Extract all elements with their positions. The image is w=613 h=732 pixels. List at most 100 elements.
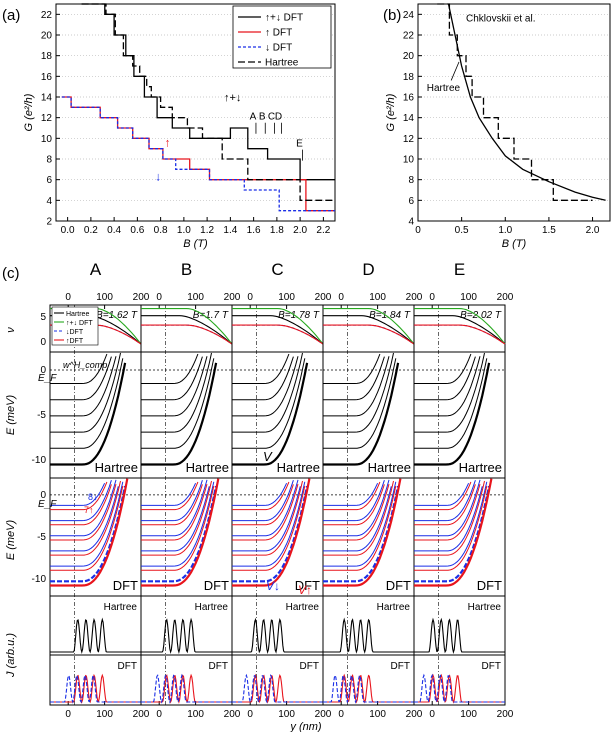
energy-level-0 <box>141 362 218 466</box>
energy-level-0 <box>232 478 311 587</box>
dft-current-label: DFT <box>482 661 501 672</box>
hartree-current-label: Hartree <box>468 602 502 613</box>
energy-tick-label: -10 <box>32 455 47 466</box>
annotation-down: ↓ <box>155 170 161 184</box>
hartree-current-label: Hartree <box>377 602 411 613</box>
column-B: B 0 100 200 0 100 200 B=1.7 T Hartree DFT Hartree D… <box>140 260 241 720</box>
energy-level-0 <box>232 485 309 583</box>
y-tick-label: 20 <box>403 51 415 62</box>
field-label: B=2.02 T <box>460 310 502 321</box>
current-curve <box>141 617 232 655</box>
current-axis-label: J (arb.u.) <box>5 633 17 678</box>
energy-level-1 <box>323 485 397 571</box>
dft-label: DFT <box>386 578 411 593</box>
top-tick-label: 100 <box>369 292 386 303</box>
y-tick-label: 8 <box>408 175 414 186</box>
panel-b-label: (b) <box>383 7 401 24</box>
bottom-tick-label: 100 <box>460 709 477 720</box>
energy-level-4 <box>50 356 112 401</box>
y-tick-label: 18 <box>41 51 53 62</box>
energy-level-4 <box>414 484 476 526</box>
hartree-label: Hartree <box>186 460 229 475</box>
legend-label: Hartree <box>265 58 299 69</box>
energy-level-5 <box>141 353 199 384</box>
field-label: B=1.62 T <box>96 310 138 321</box>
bottom-tick-label: 100 <box>278 709 295 720</box>
x-tick-label: 1.8 <box>270 225 284 236</box>
energy-level-4 <box>141 356 203 401</box>
column-header: E <box>454 260 465 279</box>
energy-level-3 <box>232 483 299 541</box>
hartree-label: Hartree <box>277 460 320 475</box>
current-curve <box>141 673 232 704</box>
series-line-0 <box>447 3 606 201</box>
field-label: B=1.7 T <box>193 310 229 321</box>
point-label: A <box>250 112 257 123</box>
energy-level-5 <box>323 353 381 384</box>
energy-level-2 <box>323 480 394 556</box>
energy-level-2 <box>414 352 485 433</box>
series-line-1 <box>61 96 335 212</box>
hartree-label: Hartree <box>368 460 411 475</box>
x-tick-label: 0.6 <box>130 225 144 236</box>
energy-level-3 <box>50 356 117 417</box>
bottom-tick-label: 0 <box>338 709 344 720</box>
energy-level-0 <box>414 362 491 466</box>
energy-level-4 <box>232 480 294 522</box>
y-tick-label: 8 <box>46 155 52 166</box>
energy-level-2 <box>414 486 483 552</box>
nu-curve-3 <box>232 324 324 345</box>
current-curve <box>414 673 505 704</box>
energy-level-5 <box>232 482 288 506</box>
nu-curve-0 <box>414 315 506 345</box>
x-tick-label: 0.4 <box>107 225 121 236</box>
energy-axis-label-dft: E (meV) <box>5 519 17 560</box>
x-tick-label: 0.0 <box>61 225 75 236</box>
nu-curve-0 <box>232 315 324 345</box>
top-tick-label: 200 <box>315 292 332 303</box>
energy-level-2 <box>232 486 301 552</box>
energy-level-2 <box>141 480 212 556</box>
energy-tick-label: -5 <box>37 410 46 421</box>
column-header: B <box>181 260 192 279</box>
field-label: B=1.84 T <box>369 310 411 321</box>
energy-level-1 <box>141 358 215 449</box>
energy-level-0 <box>414 478 493 587</box>
ef-label-dft: E_F <box>38 499 57 510</box>
energy-tick-label: 0 <box>40 490 46 501</box>
energy-level-1 <box>50 481 124 567</box>
energy-level-2 <box>141 486 210 552</box>
legend-label: ↑ DFT <box>265 28 292 39</box>
y-tick-label: 24 <box>403 10 415 21</box>
series-label-chklovskii: Chklovskii et al. <box>466 14 535 25</box>
energy-level-0 <box>232 362 309 466</box>
nu-legend-label: ↓DFT <box>66 329 84 336</box>
y-tick-label: 16 <box>41 72 53 83</box>
current-curve <box>414 617 505 654</box>
top-tick-label: 0 <box>65 292 71 303</box>
row-frame-4 <box>413 654 506 706</box>
column-header: A <box>90 260 102 279</box>
y-tick-label: 22 <box>41 10 53 21</box>
bottom-tick-label: 200 <box>133 709 150 720</box>
current-curve <box>50 617 141 655</box>
current-curve <box>323 617 414 654</box>
dft-label: DFT <box>295 578 320 593</box>
nu-curve-3 <box>414 324 506 345</box>
current-curve <box>141 673 232 704</box>
x-tick-label: 0.8 <box>154 225 168 236</box>
energy-level-2 <box>232 352 303 433</box>
vup-label: V↑ <box>298 583 312 597</box>
nu-axis-label: ν <box>5 327 17 333</box>
nu-legend-box <box>51 306 99 346</box>
hartree-current-label: Hartree <box>286 602 320 613</box>
energy-level-0 <box>323 485 400 583</box>
nu-tick-label: 5 <box>40 312 46 323</box>
legend-box <box>232 5 332 69</box>
hartree-label: Hartree <box>459 460 502 475</box>
energy-level-5 <box>414 481 472 511</box>
top-tick-label: 200 <box>497 292 514 303</box>
energy-level-5 <box>323 481 381 511</box>
bottom-tick-label: 200 <box>224 709 241 720</box>
energy-level-4 <box>414 356 476 401</box>
